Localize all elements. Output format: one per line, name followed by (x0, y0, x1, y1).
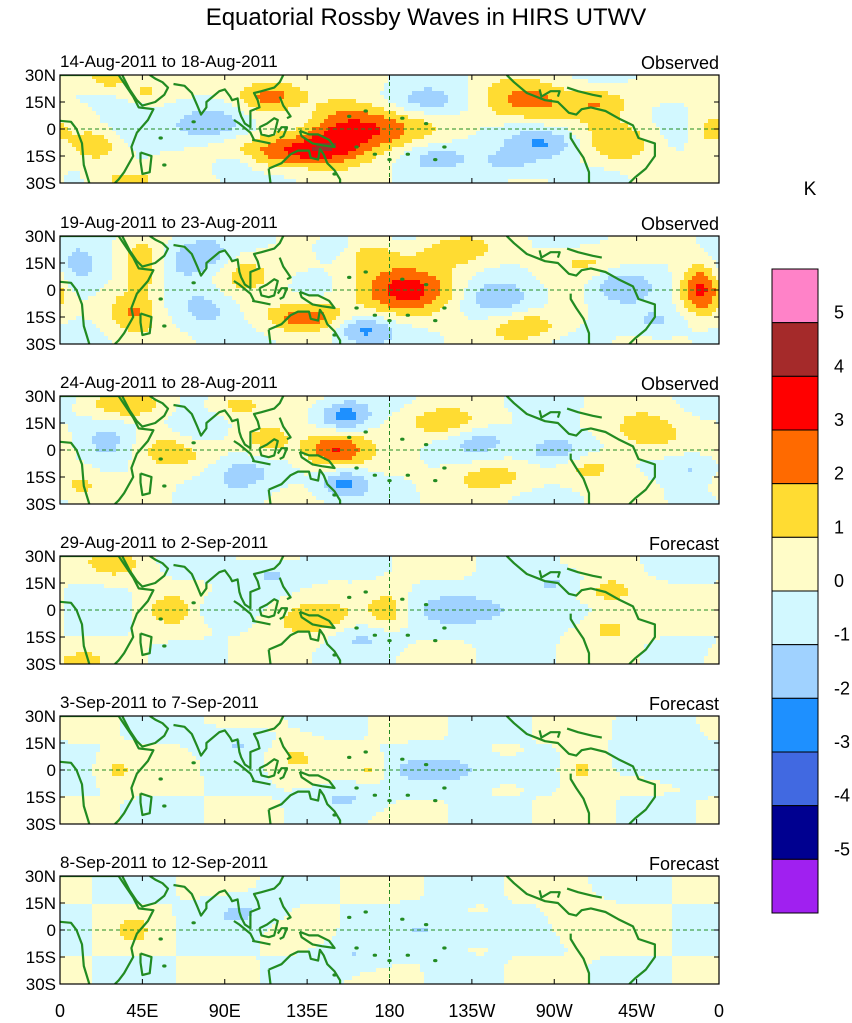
y-tick-label: 30S (26, 655, 56, 674)
map-panel: 30N 15N 0 15S 30S 29-Aug-2011 to 2-Sep-2011 Fo… (25, 533, 720, 674)
x-tick-label: 135E (286, 1001, 328, 1021)
coastlines (60, 556, 657, 664)
x-tick-label: 180 (374, 1001, 404, 1021)
colorbar-swatch (771, 590, 819, 646)
x-axis: 0 45E 90E 135E 180 135W 90W 45W 0 (55, 1001, 724, 1021)
colorbar-tick-label: -5 (834, 839, 850, 859)
y-tick-label: 15N (25, 574, 56, 593)
panels: 30N 15N 0 15S 30S 14-Aug-2011 to 18-Aug-2011 O… (25, 52, 720, 994)
x-tick-label: 45E (126, 1001, 158, 1021)
map-panel: 30N 15N 0 15S 30S 14-Aug-2011 to 18-Aug-2011 O… (25, 52, 720, 193)
y-tick-label: 30S (26, 815, 56, 834)
panel-kind: Observed (641, 53, 719, 73)
colorbar-swatch (771, 751, 819, 807)
y-tick-label: 30N (25, 867, 56, 886)
y-tick-label: 30N (25, 66, 56, 85)
y-tick-label: 0 (47, 441, 56, 460)
y-tick-label: 0 (47, 921, 56, 940)
chart-title: Equatorial Rossby Waves in HIRS UTWV (206, 4, 647, 31)
y-tick-label: 15S (26, 788, 56, 807)
y-tick-label: 30N (25, 227, 56, 246)
y-tick-label: 0 (47, 761, 56, 780)
colorbar-swatch (771, 805, 819, 860)
y-tick-label: 30N (25, 547, 56, 566)
colorbar-tick-label: -3 (834, 732, 850, 752)
colorbar-swatch (771, 536, 819, 592)
y-tick-label: 15N (25, 254, 56, 273)
colorbar-tick-label: 0 (834, 571, 844, 591)
y-tick-label: 15S (26, 948, 56, 967)
colorbar: K 5 4 3 2 1 0 -1 -2 -3 -4 -5 (771, 179, 850, 914)
colorbar-swatch (771, 483, 819, 538)
panel-kind: Forecast (649, 854, 719, 874)
colorbar-tick-label: 4 (834, 356, 844, 376)
panel-period: 14-Aug-2011 to 18-Aug-2011 (60, 52, 278, 71)
x-tick-label: 135W (448, 1001, 495, 1021)
y-tick-label: 30N (25, 387, 56, 406)
y-tick-label: 15N (25, 414, 56, 433)
map-panel: 30N 15N 0 15S 30S 24-Aug-2011 to 28-Aug-2011 O… (25, 373, 720, 514)
panel-period: 8-Sep-2011 to 12-Sep-2011 (60, 853, 268, 872)
coastlines (60, 716, 657, 824)
coastlines (60, 396, 657, 504)
x-tick-label: 90W (536, 1001, 573, 1021)
colorbar-swatch (771, 429, 819, 485)
y-tick-label: 15N (25, 734, 56, 753)
panel-kind: Observed (641, 214, 719, 234)
y-tick-label: 15S (26, 147, 56, 166)
x-tick-label: 90E (209, 1001, 241, 1021)
y-tick-label: 30S (26, 174, 56, 193)
panel-period: 24-Aug-2011 to 28-Aug-2011 (60, 373, 278, 392)
y-tick-label: 30S (26, 975, 56, 994)
colorbar-tick-label: 5 (834, 303, 844, 323)
map-panel: 30N 15N 0 15S 30S 8-Sep-2011 to 12-Sep-2011 Fo… (25, 853, 720, 994)
colorbar-unit: K (804, 179, 817, 200)
colorbar-swatch (771, 268, 819, 324)
colorbar-tick-label: 2 (834, 464, 844, 484)
colorbar-tick-label: -1 (834, 625, 850, 645)
map-panel: 30N 15N 0 15S 30S 3-Sep-2011 to 7-Sep-2011 For… (25, 693, 720, 834)
panel-kind: Observed (641, 374, 719, 394)
y-tick-label: 0 (47, 601, 56, 620)
y-tick-label: 15S (26, 628, 56, 647)
panel-kind: Forecast (649, 694, 719, 714)
colorbar-swatch (771, 375, 819, 431)
y-tick-label: 30S (26, 495, 56, 514)
colorbar-tick-label: -4 (834, 786, 850, 806)
y-tick-label: 0 (47, 281, 56, 300)
y-tick-label: 15S (26, 468, 56, 487)
panel-period: 3-Sep-2011 to 7-Sep-2011 (60, 693, 259, 712)
colorbar-tick-label: 3 (834, 410, 844, 430)
colorbar-tick-label: 1 (834, 517, 844, 537)
colorbar-tick-label: -2 (834, 678, 850, 698)
panel-period: 19-Aug-2011 to 23-Aug-2011 (60, 213, 278, 232)
y-tick-label: 15S (26, 308, 56, 327)
y-tick-label: 15N (25, 894, 56, 913)
y-tick-label: 30S (26, 335, 56, 354)
panel-kind: Forecast (649, 534, 719, 554)
x-tick-label: 0 (55, 1001, 65, 1021)
y-tick-label: 30N (25, 707, 56, 726)
colorbar-swatch (771, 858, 819, 914)
colorbar-swatch (771, 697, 819, 753)
y-tick-label: 15N (25, 93, 56, 112)
map-panel: 30N 15N 0 15S 30S 19-Aug-2011 to 23-Aug-2011 O… (25, 213, 720, 354)
y-tick-label: 0 (47, 120, 56, 139)
colorbar-swatch (771, 644, 819, 699)
x-tick-label: 0 (714, 1001, 724, 1021)
colorbar-swatch (771, 322, 819, 377)
x-tick-label: 45W (618, 1001, 655, 1021)
panel-period: 29-Aug-2011 to 2-Sep-2011 (60, 533, 268, 552)
